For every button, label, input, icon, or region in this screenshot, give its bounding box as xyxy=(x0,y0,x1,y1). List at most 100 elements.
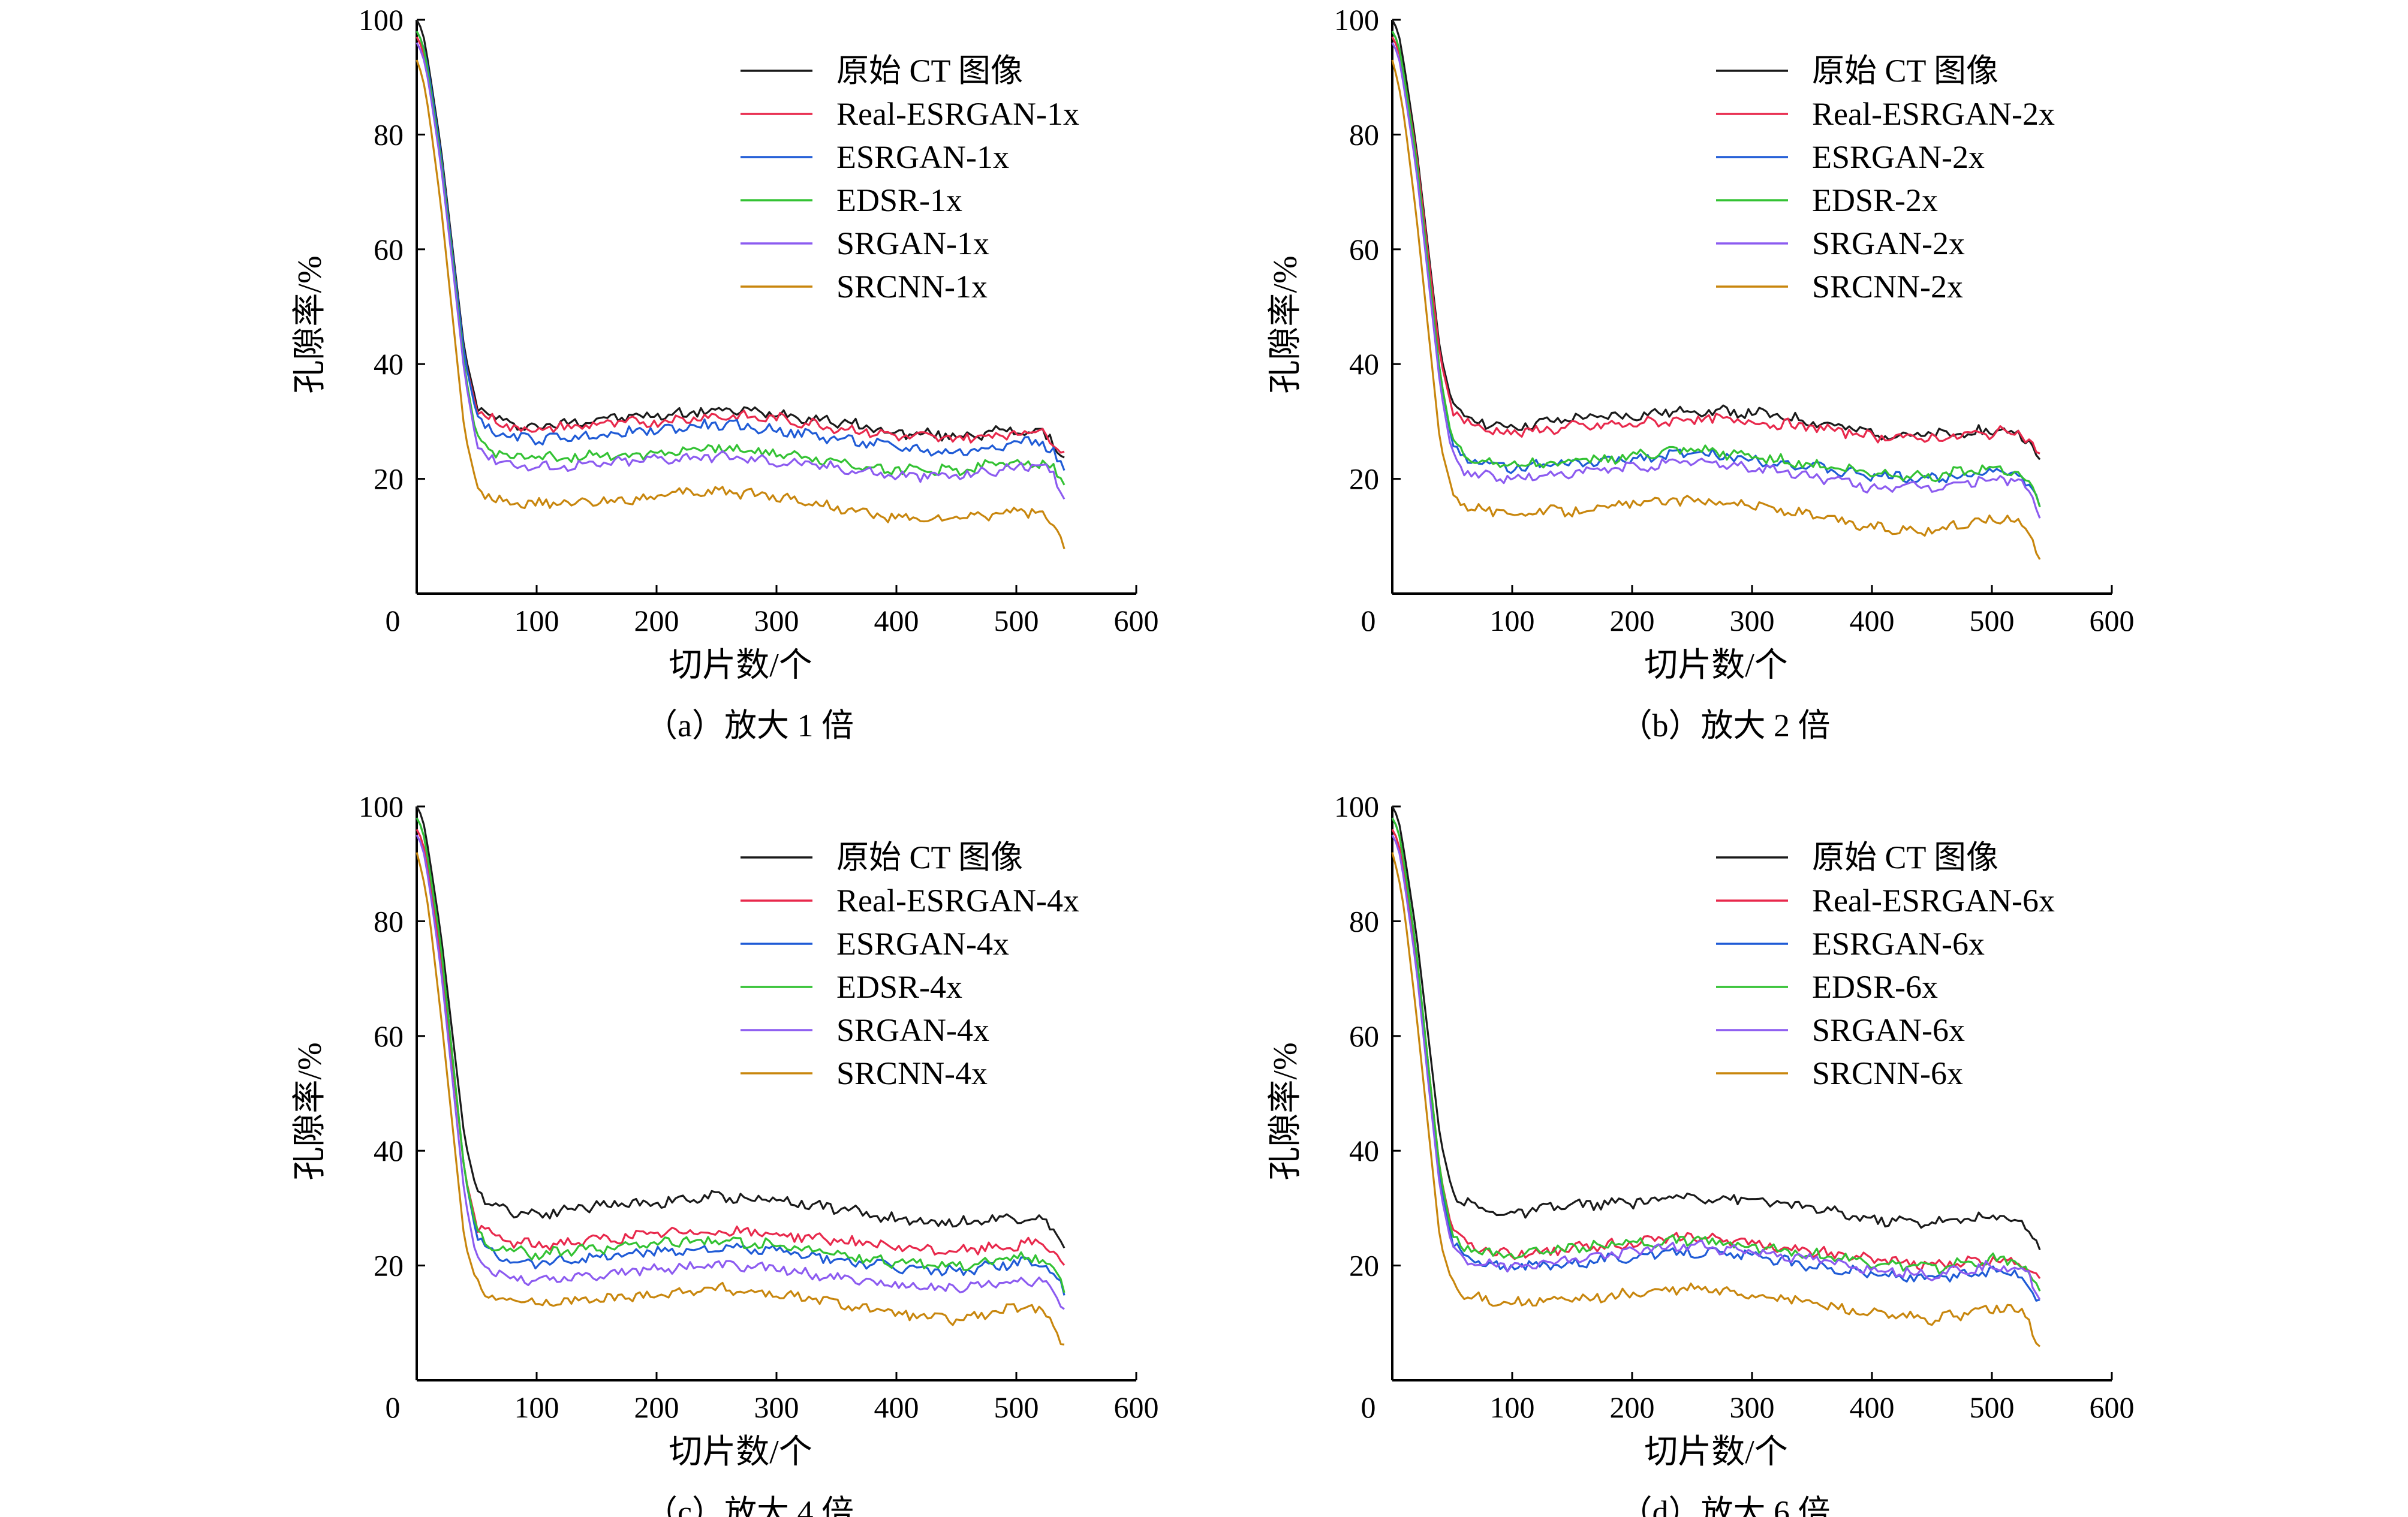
series-line xyxy=(416,817,1065,1293)
y-tick-label: 20 xyxy=(1349,462,1379,496)
y-tick-label: 60 xyxy=(1349,1019,1379,1053)
series-line xyxy=(1391,817,2041,1292)
series-line xyxy=(1391,829,2041,1280)
x-tick-label: 100 xyxy=(514,604,559,637)
legend-entry: 原始 CT 图像 xyxy=(836,53,1023,89)
x-tick-label: 600 xyxy=(1114,604,1159,637)
series-line xyxy=(1391,806,2041,1251)
x-tick-label: 300 xyxy=(1730,604,1775,637)
x-tick-label: 0 xyxy=(1361,604,1376,637)
x-axis-label: 切片数/个 xyxy=(1644,1434,1788,1471)
panel-caption: （a）放大 1 倍 xyxy=(645,708,854,744)
series-line xyxy=(416,835,1065,1310)
legend-entry: Real-ESRGAN-4x xyxy=(836,883,1079,919)
y-tick-label: 20 xyxy=(374,462,404,496)
legend-entry: ESRGAN-1x xyxy=(836,139,1009,175)
legend-entry: Real-ESRGAN-2x xyxy=(1812,96,2055,132)
x-tick-label: 500 xyxy=(1970,1390,2015,1424)
legend-entry: SRGAN-1x xyxy=(836,225,989,261)
legend-entry: SRCNN-2x xyxy=(1812,269,1963,305)
x-tick-label: 0 xyxy=(1361,1390,1376,1424)
series-line xyxy=(416,36,1065,454)
x-tick-label: 100 xyxy=(1490,604,1535,637)
x-tick-label: 500 xyxy=(994,1390,1039,1424)
series-line xyxy=(1391,31,2041,507)
legend-entry: SRCNN-6x xyxy=(1812,1055,1963,1091)
legend-entry: EDSR-1x xyxy=(836,182,962,218)
x-tick-label: 400 xyxy=(874,604,919,637)
series-line xyxy=(1391,59,2041,560)
y-tick-label: 80 xyxy=(374,904,404,938)
series-line xyxy=(416,31,1065,471)
x-axis-label: 切片数/个 xyxy=(669,1434,812,1471)
legend-entry: Real-ESRGAN-1x xyxy=(836,96,1079,132)
panel-caption: （d）放大 6 倍 xyxy=(1620,1494,1831,1517)
x-axis-label: 切片数/个 xyxy=(669,647,812,684)
series-line xyxy=(416,806,1065,1249)
x-tick-label: 100 xyxy=(514,1390,559,1424)
legend-entry: SRGAN-4x xyxy=(836,1012,989,1048)
x-tick-label: 200 xyxy=(634,604,679,637)
legend-entry: EDSR-4x xyxy=(836,969,962,1005)
chart-panel-4: 0 100 200 300 400 500 600 20 40 60 80 100 切片数/个 孔隙率/%… xyxy=(1267,790,2135,1517)
panel-caption: （c）放大 4 倍 xyxy=(645,1494,854,1517)
x-tick-label: 100 xyxy=(1490,1390,1535,1424)
x-tick-label: 500 xyxy=(1970,604,2015,637)
legend-entry: SRCNN-4x xyxy=(836,1055,988,1091)
y-tick-label: 40 xyxy=(374,1134,404,1167)
legend-entry: EDSR-6x xyxy=(1812,969,1938,1005)
chart-panel-1: 0 100 200 300 400 500 600 20 40 60 80 100 切片数/个 孔隙率/%… xyxy=(291,3,1159,744)
x-tick-label: 300 xyxy=(1730,1390,1775,1424)
x-tick-label: 200 xyxy=(1610,604,1655,637)
legend-entry: 原始 CT 图像 xyxy=(1812,53,1998,89)
series-line xyxy=(416,31,1065,486)
legend-entry: 原始 CT 图像 xyxy=(836,839,1023,875)
x-tick-label: 300 xyxy=(754,604,799,637)
x-tick-label: 400 xyxy=(1850,604,1895,637)
y-tick-label: 100 xyxy=(1334,790,1379,823)
y-axis-label: 孔隙率/% xyxy=(291,255,329,393)
y-tick-label: 40 xyxy=(1349,347,1379,381)
legend-entry: ESRGAN-4x xyxy=(836,926,1009,962)
panel-caption: （b）放大 2 倍 xyxy=(1620,708,1831,744)
series-line xyxy=(1391,835,2041,1301)
x-tick-label: 600 xyxy=(2090,604,2135,637)
x-axis-label: 切片数/个 xyxy=(1644,647,1788,684)
legend-entry: SRGAN-6x xyxy=(1812,1012,1965,1048)
legend-entry: ESRGAN-6x xyxy=(1812,926,1985,962)
y-tick-label: 100 xyxy=(359,790,404,823)
series-line xyxy=(416,852,1065,1346)
series-line xyxy=(1391,42,2041,519)
y-tick-label: 80 xyxy=(1349,118,1379,151)
x-tick-label: 600 xyxy=(2090,1390,2135,1424)
y-tick-label: 80 xyxy=(374,118,404,151)
legend-entry: SRCNN-1x xyxy=(836,269,988,305)
x-tick-label: 400 xyxy=(874,1390,919,1424)
y-tick-label: 20 xyxy=(1349,1249,1379,1283)
y-tick-label: 40 xyxy=(1349,1134,1379,1167)
legend-entry: EDSR-2x xyxy=(1812,182,1938,218)
legend-entry: SRGAN-2x xyxy=(1812,225,1965,261)
series-line xyxy=(1391,36,2040,455)
y-tick-label: 100 xyxy=(359,3,404,37)
x-tick-label: 0 xyxy=(386,1390,401,1424)
chart-panel-3: 0 100 200 300 400 500 600 20 40 60 80 100 切片数/个 孔隙率/%… xyxy=(291,790,1159,1517)
series-line xyxy=(416,817,1065,1296)
series-line xyxy=(1391,852,2041,1347)
series-line xyxy=(1391,31,2041,507)
legend-entry: ESRGAN-2x xyxy=(1812,139,1985,175)
x-tick-label: 400 xyxy=(1850,1390,1895,1424)
y-tick-label: 100 xyxy=(1334,3,1379,37)
y-tick-label: 80 xyxy=(1349,904,1379,938)
legend-entry: 原始 CT 图像 xyxy=(1812,839,1998,875)
x-tick-label: 500 xyxy=(994,604,1039,637)
y-tick-label: 60 xyxy=(374,233,404,266)
x-tick-label: 200 xyxy=(1610,1390,1655,1424)
y-axis-label: 孔隙率/% xyxy=(291,1042,329,1180)
y-axis-label: 孔隙率/% xyxy=(1267,1042,1304,1180)
y-tick-label: 60 xyxy=(1349,233,1379,266)
chart-panel-2: 0 100 200 300 400 500 600 20 40 60 80 100 切片数/个 孔隙率/%… xyxy=(1267,3,2135,744)
y-tick-label: 20 xyxy=(374,1249,404,1283)
series-line xyxy=(416,42,1065,500)
